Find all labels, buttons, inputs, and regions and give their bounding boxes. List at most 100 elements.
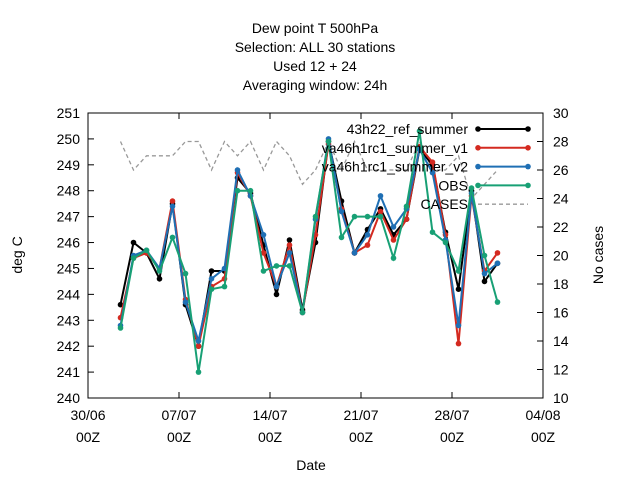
data-point [455, 340, 462, 347]
legend-marker [475, 126, 481, 132]
legend-marker [525, 126, 531, 132]
legend-marker [475, 182, 481, 189]
data-point [260, 250, 267, 256]
y-tick-label: 247 [57, 209, 81, 225]
x-tick-label-time: 00Z [76, 429, 101, 445]
series-obs [117, 128, 501, 375]
data-point [260, 268, 267, 274]
x-tick-label-time: 00Z [440, 429, 465, 445]
data-point [338, 208, 345, 215]
y2-tick-label: 30 [553, 105, 569, 121]
y-axis-label: deg C [9, 236, 25, 273]
data-point [377, 208, 384, 215]
y-tick-label: 250 [57, 131, 81, 147]
x-axis-label: Date [296, 457, 326, 473]
data-point [390, 255, 397, 261]
data-point [169, 234, 176, 241]
x-tick-label: 04/08 [525, 407, 560, 423]
data-point [377, 193, 384, 199]
data-point [156, 276, 163, 282]
data-point [403, 216, 410, 222]
data-point [429, 229, 436, 235]
data-point [182, 270, 189, 277]
data-point [169, 203, 176, 210]
title-line: Dew point T 500hPa [252, 20, 379, 36]
y-tick-label: 249 [57, 157, 81, 173]
data-point [442, 239, 449, 246]
data-point [403, 203, 410, 210]
data-point [416, 128, 423, 134]
data-point [364, 232, 371, 238]
plot-border [87, 112, 544, 399]
legend-label: 43h22_ref_summer [347, 121, 469, 137]
data-point [338, 234, 345, 241]
data-point [494, 299, 501, 305]
y2-axis-label: No cases [590, 226, 606, 284]
data-point [169, 198, 176, 204]
x-tick-label-time: 00Z [167, 429, 192, 445]
y-tick-label: 243 [57, 312, 81, 328]
y2-tick-label: 16 [553, 305, 569, 321]
y2-tick-label: 26 [553, 162, 569, 178]
y-axis: 240 241 242 243 244 245 246 247 248 249 250 251 [57, 105, 94, 406]
x-tick-label-time: 00Z [258, 429, 283, 445]
x-tick-label: 07/07 [161, 407, 196, 423]
data-point [429, 169, 436, 176]
y-tick-label: 251 [57, 105, 81, 121]
data-point [143, 247, 150, 254]
data-point [455, 286, 462, 293]
data-point [468, 185, 475, 191]
legend-marker [525, 163, 531, 170]
data-point [312, 213, 319, 220]
data-point [234, 187, 241, 194]
y2-tick-label: 12 [553, 362, 569, 378]
data-point [390, 224, 397, 230]
data-point [208, 268, 215, 274]
y-tick-label: 242 [57, 338, 81, 354]
data-point [195, 369, 202, 375]
data-point [494, 250, 501, 256]
data-point [117, 325, 124, 331]
y2-tick-label: 28 [553, 134, 569, 150]
series-line [119, 139, 498, 200]
data-point [351, 250, 358, 256]
data-point [234, 167, 241, 173]
y2-tick-label: 14 [553, 333, 569, 349]
y-tick-label: 244 [57, 286, 81, 302]
data-point [130, 239, 137, 246]
data-point [247, 187, 254, 194]
x-tick-label: 21/07 [343, 407, 378, 423]
data-point [286, 242, 293, 248]
y-tick-label: 241 [57, 364, 81, 380]
y-tick-label: 245 [57, 260, 81, 276]
data-point [273, 283, 280, 290]
data-point [286, 263, 293, 269]
data-point [364, 213, 371, 220]
x-tick-label: 14/07 [252, 407, 287, 423]
y-tick-label: 246 [57, 235, 81, 251]
data-point [156, 268, 163, 274]
x-axis: 30/06 00Z 07/07 00Z 14/07 00Z 21/07 00Z 28/07 00Z… [70, 113, 561, 445]
title-line: Used 12 + 24 [273, 58, 357, 74]
data-point [260, 232, 267, 238]
y2-tick-label: 24 [553, 191, 569, 207]
x-tick-label: 28/07 [434, 407, 469, 423]
legend-marker [525, 145, 531, 151]
title-line: Averaging window: 24h [243, 77, 388, 93]
data-point [325, 138, 332, 145]
data-point [208, 286, 215, 293]
legend-marker [475, 163, 481, 170]
legend-label: va46h1rc1_summer_v1 [322, 140, 469, 156]
data-point [377, 213, 384, 220]
data-point [364, 242, 371, 248]
data-point [494, 260, 501, 267]
data-point [351, 213, 358, 220]
y2-tick-label: 22 [553, 219, 569, 235]
x-tick-label: 30/06 [70, 407, 105, 423]
data-point [390, 237, 397, 243]
data-point [273, 263, 280, 269]
data-point [481, 252, 488, 259]
legend: 43h22_ref_summer va46h1rc1_summer_v1 va46h… [322, 121, 531, 212]
series-group [117, 128, 501, 375]
